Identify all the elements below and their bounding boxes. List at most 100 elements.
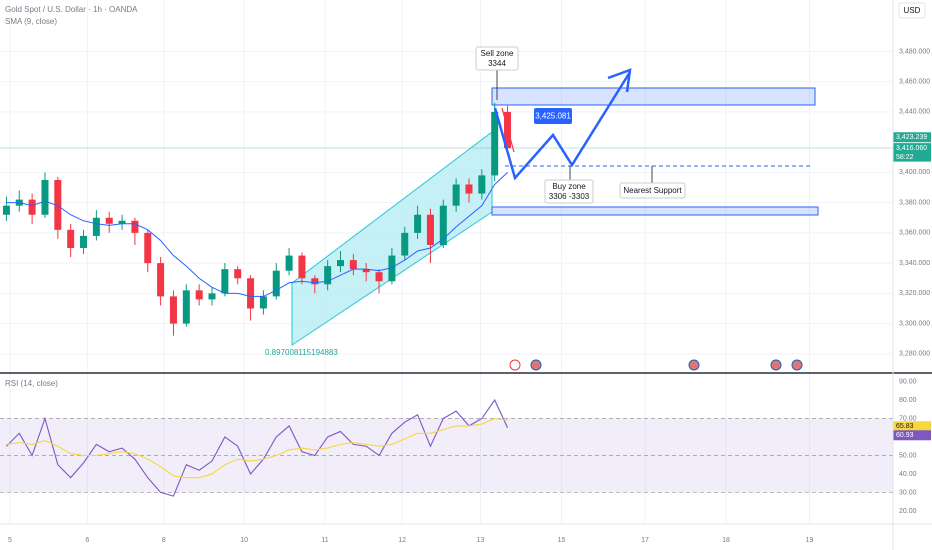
candle-body bbox=[285, 255, 293, 271]
currency[interactable]: USD bbox=[904, 6, 921, 15]
candle-body bbox=[311, 278, 319, 285]
candle-body bbox=[67, 229, 75, 248]
currency-box[interactable] bbox=[898, 2, 926, 19]
chart-title: Gold Spot / U.S. Dollar · 1h · OANDA bbox=[5, 5, 138, 14]
candle-body bbox=[491, 111, 499, 176]
candle-body bbox=[414, 214, 422, 233]
candle-body bbox=[54, 179, 62, 230]
candle-body bbox=[131, 220, 139, 233]
candle-body bbox=[144, 232, 152, 264]
candle-body bbox=[195, 290, 203, 300]
y-tick-label: 3,320.000 bbox=[899, 290, 930, 297]
legend-entry: RSI (14, close) bbox=[5, 379, 58, 388]
candle-body bbox=[388, 255, 396, 282]
candle-body bbox=[349, 260, 357, 270]
y-tick-label: 3,360.000 bbox=[899, 230, 930, 237]
x-tick-label: 8 bbox=[162, 537, 166, 544]
event-icon bbox=[688, 359, 700, 371]
candle-body bbox=[401, 232, 409, 256]
price-label: 65.83 bbox=[896, 423, 914, 430]
support-box bbox=[491, 206, 819, 216]
candle-body bbox=[208, 293, 216, 300]
candle-body bbox=[452, 184, 460, 206]
price-label: 3,416.060 bbox=[896, 145, 927, 152]
x-tick-label: 18 bbox=[722, 537, 730, 544]
price-label-box bbox=[893, 421, 931, 432]
price-label-box bbox=[893, 132, 931, 143]
candle-body bbox=[247, 278, 255, 309]
candle-body bbox=[182, 290, 190, 324]
callout-box bbox=[475, 46, 519, 71]
annotation: Sell zone bbox=[481, 49, 514, 58]
x-tick-label: 12 bbox=[398, 537, 406, 544]
x-tick-label: 19 bbox=[806, 537, 814, 544]
event-icons bbox=[509, 359, 803, 371]
y-tick-label: 3,280.000 bbox=[899, 351, 930, 358]
candle-body bbox=[92, 217, 100, 236]
price-label: 3,423.239 bbox=[896, 134, 927, 141]
y-tick-label: 3,480.000 bbox=[899, 48, 930, 55]
candle-body bbox=[439, 205, 447, 245]
candle-body bbox=[80, 235, 88, 248]
candle-body bbox=[169, 296, 177, 324]
series-line bbox=[6, 417, 508, 479]
candle-body bbox=[465, 184, 473, 194]
countdown-box bbox=[893, 152, 931, 162]
x-tick-label: 11 bbox=[321, 537, 328, 544]
event-icon bbox=[530, 359, 542, 371]
y-tick-label: 70.00 bbox=[899, 415, 917, 422]
price-label-box bbox=[893, 430, 931, 441]
countdown: 58:22 bbox=[896, 154, 914, 161]
legend-entry: SMA (9, close) bbox=[5, 17, 57, 26]
target-box bbox=[534, 108, 572, 124]
candle-body bbox=[272, 270, 280, 297]
price-label: 60.93 bbox=[896, 432, 914, 439]
annotation: Nearest Support bbox=[623, 186, 682, 195]
arrow-head bbox=[607, 68, 632, 93]
candle-body bbox=[375, 272, 383, 282]
candle-body bbox=[105, 217, 113, 224]
candle-body bbox=[478, 175, 486, 194]
x-tick-label: 6 bbox=[85, 537, 89, 544]
y-tick-label: 20.00 bbox=[899, 508, 917, 515]
candle-body bbox=[28, 199, 36, 215]
y-tick-label: 40.00 bbox=[899, 471, 917, 478]
y-tick-label: 3,380.000 bbox=[899, 199, 930, 206]
projection-arrow bbox=[493, 71, 632, 181]
sell-zone-box bbox=[491, 87, 816, 106]
y-tick-label: 3,300.000 bbox=[899, 320, 930, 327]
x-tick-label: 5 bbox=[8, 537, 12, 544]
price-label-box bbox=[893, 143, 931, 154]
annotation: 3306 -3303 bbox=[549, 192, 590, 201]
x-tick-label: 15 bbox=[558, 537, 566, 544]
candle-body bbox=[157, 263, 165, 297]
candle-body bbox=[324, 266, 332, 285]
y-tick-label: 50.00 bbox=[899, 452, 917, 459]
y-tick-label: 30.00 bbox=[899, 489, 917, 496]
candle-body bbox=[259, 296, 267, 309]
candle-body bbox=[2, 205, 10, 215]
callout-box bbox=[619, 182, 686, 199]
candle-body bbox=[426, 214, 434, 245]
rsi-pane: 20.0030.0040.0050.0060.0070.0080.0090.00… bbox=[0, 378, 931, 515]
series-line bbox=[6, 398, 509, 497]
annotation: 3,425.081 bbox=[535, 112, 571, 121]
candle-body bbox=[221, 269, 229, 294]
y-tick-label: 3,340.000 bbox=[899, 260, 930, 267]
series-line bbox=[6, 172, 508, 297]
candle-body bbox=[41, 179, 49, 215]
x-tick-label: 13 bbox=[477, 537, 485, 544]
candle-body bbox=[234, 269, 242, 279]
callout-box bbox=[544, 179, 594, 204]
annotation: Buy zone bbox=[552, 182, 586, 191]
event-icon bbox=[770, 359, 782, 371]
y-tick-label: 3,460.000 bbox=[899, 79, 930, 86]
sell-line bbox=[501, 107, 515, 153]
x-tick-label: 10 bbox=[240, 537, 248, 544]
y-tick-label: 80.00 bbox=[899, 397, 917, 404]
y-tick-label: 3,440.000 bbox=[899, 109, 930, 116]
candle-body bbox=[336, 260, 344, 267]
